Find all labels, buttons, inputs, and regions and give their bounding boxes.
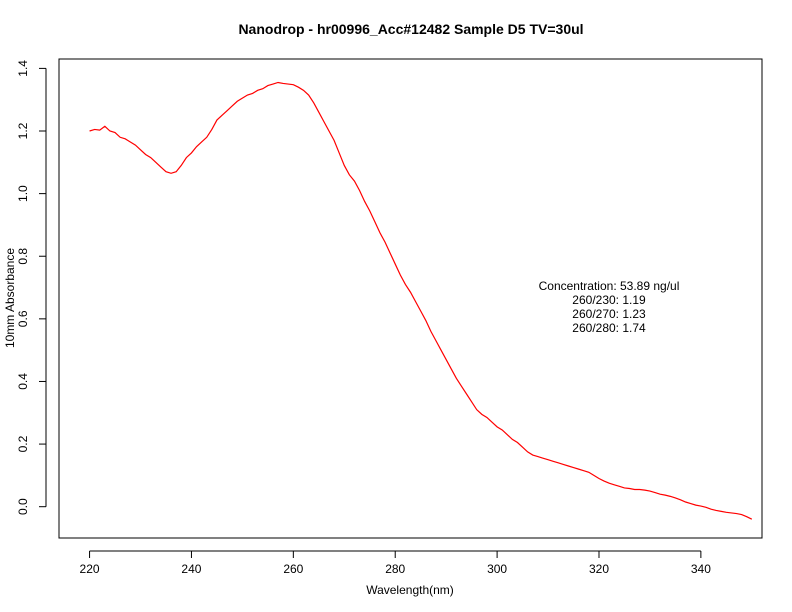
absorbance-line [89, 81, 753, 520]
x-tick-label: 260 [283, 562, 303, 576]
x-tick-label: 240 [181, 562, 201, 576]
plot-frame [58, 58, 763, 539]
y-tick-label: 1.4 [16, 60, 30, 77]
x-tick-label: 280 [385, 562, 405, 576]
x-tick-label: 320 [589, 562, 609, 576]
annotation-concentration: Concentration: 53.89 ng/ul [539, 279, 680, 293]
y-tick-label: 1.0 [16, 185, 30, 202]
x-axis-title: Wavelength(nm) [366, 583, 454, 597]
y-tick-label: 0.6 [16, 310, 30, 327]
y-tick-label: 0.2 [16, 435, 30, 452]
series-layer [89, 81, 753, 520]
y-tick-label: 0.0 [16, 498, 30, 515]
x-tick-label: 220 [80, 562, 100, 576]
annotation-block: Concentration: 53.89 ng/ul 260/230: 1.19… [539, 279, 680, 335]
annotation-ratio-260-270: 260/270: 1.23 [572, 307, 646, 321]
annotation-ratio-260-230: 260/230: 1.19 [572, 293, 646, 307]
y-tick-label: 0.4 [16, 373, 30, 390]
y-axis-title: 10mm Absorbance [3, 248, 17, 348]
chart-title: Nanodrop - hr00996_Acc#12482 Sample D5 T… [238, 21, 583, 37]
annotation-ratio-260-280: 260/280: 1.74 [572, 321, 646, 335]
y-tick-label: 0.8 [16, 248, 30, 265]
x-tick-label: 340 [691, 562, 711, 576]
y-tick-label: 1.2 [16, 122, 30, 139]
y-axis: 0.0 0.2 0.4 0.6 0.8 1.0 1.2 1.4 [16, 60, 47, 515]
x-tick-label: 300 [487, 562, 507, 576]
x-axis: 220 240 260 280 300 320 340 [80, 550, 711, 576]
